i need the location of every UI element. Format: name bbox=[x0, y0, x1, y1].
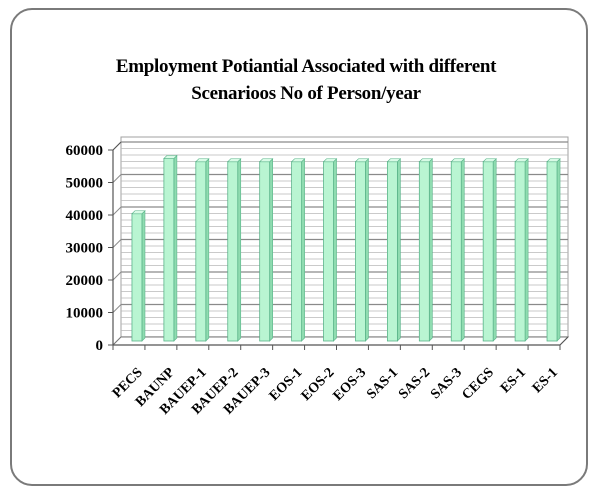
bar-top bbox=[131, 210, 146, 215]
bars bbox=[131, 154, 561, 342]
bar bbox=[195, 158, 210, 342]
bar-top bbox=[227, 158, 242, 163]
bar bbox=[546, 158, 561, 342]
bar-side bbox=[556, 158, 561, 342]
x-tick-label: EOS-2 bbox=[299, 365, 338, 404]
x-axis-right-edge bbox=[559, 336, 569, 346]
bar-top bbox=[386, 158, 402, 163]
bar bbox=[354, 158, 370, 342]
bar-top bbox=[354, 158, 370, 163]
bar-top bbox=[258, 158, 274, 163]
bar bbox=[258, 158, 274, 342]
x-tick-labels: PECSBAUNPBAUEP-1BAUEP-2BAUEP-3EOS-1EOS-2… bbox=[110, 365, 561, 418]
y-tick-labels: 60000 50000 40000 30000 20000 10000 0 bbox=[66, 143, 104, 354]
y-axis-top bbox=[112, 141, 122, 151]
bar-top bbox=[482, 158, 497, 163]
x-tick-label: SAS-2 bbox=[396, 365, 433, 402]
bar-top bbox=[546, 158, 561, 163]
bar bbox=[322, 158, 338, 342]
bar-face bbox=[227, 161, 239, 342]
bar-side bbox=[365, 158, 369, 342]
chart-title: Employment Potiantial Associated with di… bbox=[20, 53, 592, 107]
bar-top bbox=[195, 158, 210, 163]
plot-floor bbox=[111, 336, 570, 346]
bar-side bbox=[333, 158, 337, 342]
bar bbox=[290, 158, 306, 342]
bar-face bbox=[514, 161, 526, 342]
bar bbox=[482, 158, 497, 342]
bar-side bbox=[429, 158, 433, 342]
bar-top bbox=[290, 158, 306, 163]
bar bbox=[163, 154, 178, 342]
bar-face bbox=[131, 213, 143, 342]
x-tick-label: EOS-3 bbox=[331, 365, 370, 404]
y-tick-label: 60000 bbox=[66, 143, 104, 159]
bar bbox=[131, 210, 146, 342]
bar-face bbox=[163, 158, 175, 342]
bar-top bbox=[418, 158, 434, 163]
y-tick-label: 10000 bbox=[66, 306, 104, 322]
bar-face bbox=[418, 161, 430, 342]
back-wall bbox=[120, 136, 569, 338]
x-tick-label: ES-1 bbox=[498, 365, 529, 396]
bar-face bbox=[259, 161, 271, 342]
bar bbox=[514, 158, 529, 342]
bar-face bbox=[291, 161, 303, 342]
bar bbox=[227, 158, 242, 342]
plot-back-wall bbox=[120, 136, 569, 338]
gridline-side bbox=[112, 206, 122, 216]
bar-face bbox=[355, 161, 366, 342]
bar-side bbox=[492, 158, 497, 342]
bar-side bbox=[397, 158, 401, 342]
x-tick-label: ES-1 bbox=[530, 365, 561, 396]
gridline-side bbox=[112, 271, 122, 281]
y-tick-label: 30000 bbox=[66, 241, 104, 257]
bar-side bbox=[269, 158, 273, 342]
bar-face bbox=[195, 161, 207, 342]
bar-face bbox=[482, 161, 494, 342]
x-tick-label: EOS-1 bbox=[267, 365, 306, 404]
bar-top bbox=[322, 158, 338, 163]
bar bbox=[386, 158, 402, 342]
x-tick-label: SAS-3 bbox=[428, 365, 465, 402]
bar-top bbox=[514, 158, 529, 163]
bar-side bbox=[173, 154, 178, 342]
x-tick-label: CEGS bbox=[459, 365, 497, 403]
bar-top bbox=[450, 158, 465, 163]
bar-side bbox=[301, 158, 305, 342]
gridline-side bbox=[112, 174, 122, 183]
y-tick-label: 20000 bbox=[66, 273, 104, 289]
x-tick-label: SAS-1 bbox=[364, 365, 401, 402]
bar-side bbox=[237, 158, 242, 342]
bar-side bbox=[205, 158, 210, 342]
bar bbox=[418, 158, 434, 342]
chart-title-line-1: Employment Potiantial Associated with di… bbox=[115, 56, 497, 77]
y-tick-label: 0 bbox=[96, 338, 104, 354]
bar bbox=[450, 158, 465, 342]
bar-top bbox=[163, 155, 178, 159]
gridline-side bbox=[112, 304, 122, 313]
bar-side bbox=[460, 158, 465, 342]
bar-face bbox=[386, 161, 398, 342]
bar-face bbox=[546, 161, 558, 342]
bar-side bbox=[524, 158, 529, 342]
y-tick-label: 40000 bbox=[66, 208, 104, 224]
bar-face bbox=[450, 161, 462, 342]
y-tick-label: 50000 bbox=[66, 176, 104, 192]
chart-title-line-2: Scenarioos No of Person/year bbox=[191, 83, 421, 104]
bar-face bbox=[323, 161, 334, 342]
gridline-side bbox=[112, 239, 122, 248]
bar-side bbox=[141, 210, 146, 342]
